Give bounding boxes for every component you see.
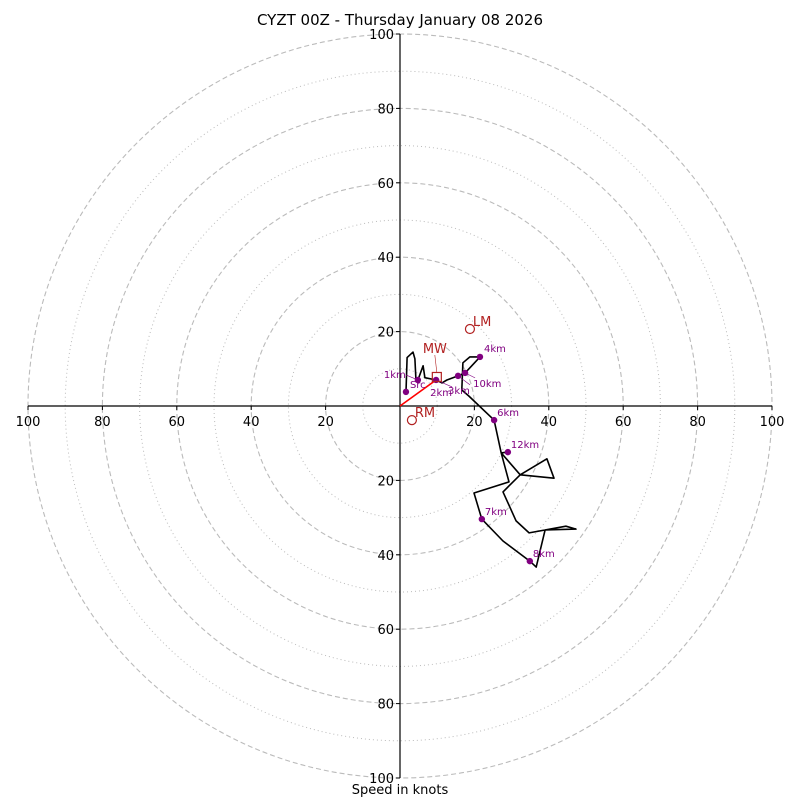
height-label-1km: 1km: [384, 370, 406, 381]
height-label-7km: 7km: [485, 507, 507, 518]
height-label-4km: 4km: [484, 344, 506, 355]
height-leader-10km: [464, 372, 476, 379]
hodograph-polyline: [405, 351, 577, 568]
chart-title: CYZT 00Z - Thursday January 08 2026: [256, 11, 544, 29]
y-tick-label: 20: [377, 326, 394, 341]
x-tick-label: 80: [689, 415, 706, 430]
y-tick-label: 100: [369, 772, 394, 787]
storm-marker-RM: [406, 415, 418, 426]
y-tick-label: 40: [377, 251, 394, 266]
height-marker-7km: [478, 515, 486, 523]
height-label-8km: 8km: [533, 549, 555, 560]
x-tick-label: 40: [541, 415, 558, 430]
y-tick-label: 80: [377, 102, 394, 117]
y-tick-label: 20: [377, 474, 394, 489]
shear-line: [399, 379, 437, 407]
height-marker-10km: [461, 369, 469, 377]
hodograph-line: [405, 351, 577, 568]
height-marker-4km: [476, 353, 484, 361]
tick-labels: 20 20 20 20 40 40 40 40 60 60 60 60 80 80 80 80 100 100 10…: [16, 28, 785, 787]
x-tick-label: 20: [466, 415, 483, 430]
height-marker-Src: [402, 388, 410, 396]
x-tick-label: 100: [760, 415, 785, 430]
height-marker-12km: [504, 448, 512, 456]
x-tick-label: 40: [243, 415, 260, 430]
height-marker-3km: [454, 372, 462, 380]
x-tick-label: 80: [94, 415, 111, 430]
x-tick-label: 100: [16, 415, 41, 430]
shear-vector: [399, 379, 437, 407]
height-leader-1km: [405, 374, 418, 381]
height-leader-3km: [457, 375, 471, 386]
y-tick-label: 60: [377, 177, 394, 192]
storm-motion-markers: LM RM MW: [406, 315, 491, 426]
height-label-10km: 10km: [473, 379, 501, 390]
height-label-3km: 3km: [448, 386, 470, 397]
x-axis-label: Speed in knots: [351, 783, 449, 798]
y-tick-label: 40: [377, 549, 394, 564]
y-tick-label: 80: [377, 698, 394, 713]
height-label-2km: 2km: [430, 388, 452, 399]
y-tick-label: 60: [377, 623, 394, 638]
x-tick-label: 60: [169, 415, 186, 430]
storm-label-LM: LM: [473, 315, 491, 330]
x-tick-label: 60: [615, 415, 632, 430]
height-marker-8km: [526, 557, 534, 565]
y-tick-label: 100: [369, 28, 394, 43]
height-marker-6km: [490, 416, 498, 424]
storm-label-RM: RM: [415, 406, 435, 421]
height-label-12km: 12km: [511, 440, 539, 451]
storm-leader-MW: [434, 354, 438, 373]
storm-marker-LM: [464, 323, 476, 335]
height-label-6km: 6km: [497, 408, 519, 419]
height-marker-2km: [432, 376, 440, 384]
storm-label-MW: MW: [423, 342, 447, 357]
height-label-Src: Src: [410, 380, 426, 391]
x-tick-label: 20: [317, 415, 334, 430]
